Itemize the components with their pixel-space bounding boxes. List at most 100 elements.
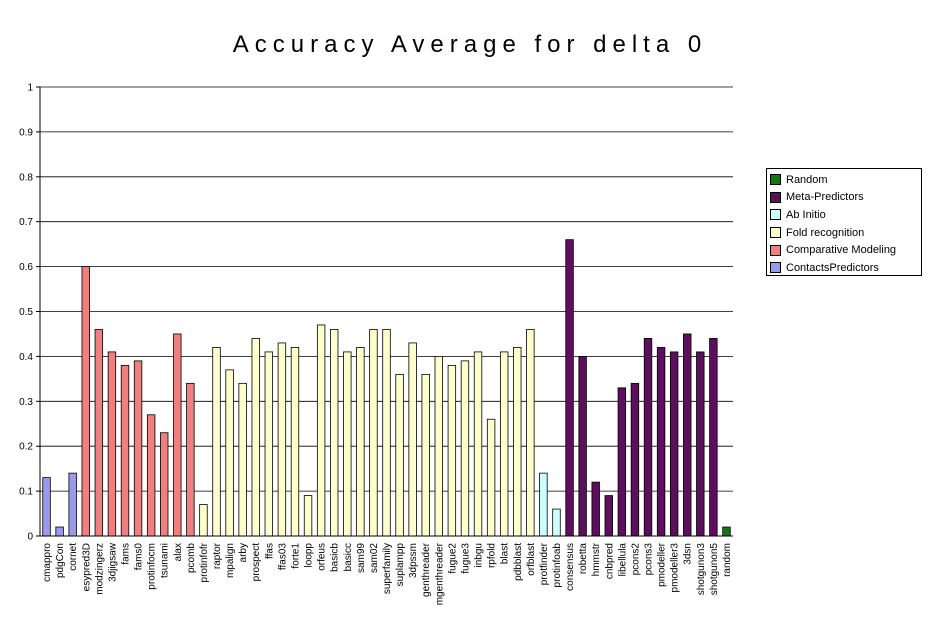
x-tick-label: hmmstr (591, 542, 602, 576)
bar-protinfoab (552, 508, 561, 537)
bar-alax (173, 333, 182, 537)
bar-superfamily (382, 329, 391, 537)
x-tick-label: forte1 (290, 543, 301, 569)
legend-item: Random (770, 171, 918, 189)
bar-fams (120, 364, 130, 537)
x-tick-label: mpalign (225, 543, 236, 578)
bar-pmodeller (656, 347, 666, 537)
y-tick-label: 0.1 (19, 487, 33, 498)
bar-shotgunon5 (709, 338, 718, 537)
y-tick-label: 0.9 (19, 127, 33, 138)
x-tick-label: inbgu (474, 543, 485, 567)
x-tick-label: loopp (304, 543, 315, 568)
legend-label: Random (786, 173, 828, 186)
gridlines (40, 86, 733, 492)
x-tick-label: orfeus (317, 543, 328, 571)
bar-libellula (617, 387, 627, 537)
bar-genthreader (421, 373, 430, 537)
x-tick-label: robetta (578, 543, 589, 575)
bar-prospect (251, 338, 260, 537)
x-tick-label: basicc (343, 543, 354, 571)
y-tick-label: 0.3 (19, 397, 33, 408)
bar-3djigsaw (107, 351, 117, 537)
x-tick-label: shotgunon5 (709, 543, 720, 596)
bar-cornet (68, 472, 77, 537)
bar-fugue3 (460, 360, 470, 537)
bar-inbgu (473, 351, 483, 537)
axes (39, 87, 733, 537)
x-tick-label: 3dpssm (408, 543, 419, 578)
x-tick-label: consensus (565, 543, 576, 591)
y-tick-label: 0.5 (19, 307, 33, 318)
x-tick-label: pcons3 (644, 543, 655, 576)
chart-title: Accuracy Average for delta 0 (233, 31, 707, 58)
x-tick-label: sam02 (369, 543, 380, 573)
x-tick-label: tsunami (160, 543, 171, 578)
x-tick-label: modzingerz (94, 543, 105, 595)
x-tick-label: alax (173, 543, 184, 561)
bar-ffas03 (277, 342, 287, 537)
bar-shotgunon3 (696, 351, 705, 537)
x-tick-label: cmappro (42, 543, 53, 582)
bar-cnbpred (604, 495, 613, 537)
y-tick-label: 0.2 (19, 442, 33, 453)
x-tick-label: pmodeller3 (670, 543, 681, 593)
x-tick-label: orfblast (526, 543, 537, 576)
x-tick-label: superfamily (382, 543, 393, 594)
x-tick-label: cnbpred (604, 543, 615, 579)
y-tick-label: 1 (27, 83, 33, 94)
x-tick-label: cornet (68, 543, 79, 571)
bar-rpfold (486, 418, 496, 537)
legend-label: Comparative Modeling (786, 244, 897, 257)
bar-protinfocm (146, 414, 156, 537)
x-tick-label: rpfold (487, 543, 498, 568)
bar-suplampp (395, 373, 404, 537)
x-tick-label: esypred3D (81, 543, 92, 591)
y-tick-label: 0.8 (19, 172, 33, 183)
x-tick-label: pmodeller (657, 542, 668, 587)
legend-item: Meta-Predictors (770, 189, 918, 207)
legend-swatch (770, 191, 781, 203)
x-tick-label: protinfofr (199, 542, 210, 582)
x-tick-label: suplampp (395, 543, 406, 587)
x-tick-label: libellula (617, 543, 628, 577)
x-tick-label: pdbblast (513, 543, 524, 581)
legend-item: Ab Initio (770, 206, 918, 224)
bar-3dsn (683, 333, 692, 537)
bar-forte1 (290, 347, 300, 537)
bar-hmmstr (591, 481, 600, 537)
x-tick-label: fugue3 (460, 543, 471, 574)
legend-label: Ab Initio (786, 208, 826, 221)
y-tick-label: 0.6 (19, 262, 33, 273)
bar-mpalign (225, 369, 234, 537)
bar-sam99 (356, 347, 365, 537)
x-axis-labels: cmappro pdgCon cornet esypred3D modzingerz 3d… (42, 542, 733, 605)
bar-consensus (565, 239, 574, 537)
bar-protinfofr (199, 504, 208, 537)
y-tick-label: 0.7 (19, 217, 33, 228)
x-tick-label: protfinder (539, 542, 550, 585)
bar-basicc (343, 351, 352, 537)
legend-label: Meta-Predictors (786, 191, 864, 204)
legend-item: Fold recognition (770, 224, 918, 242)
y-tick-label: 0 (27, 532, 33, 543)
legend-label: ContactsPredictors (786, 261, 879, 274)
bar-fams0 (133, 360, 143, 537)
bar-basicb (330, 329, 339, 537)
bars (42, 239, 731, 537)
bar-cmappro (42, 477, 51, 537)
x-tick-label: raptor (212, 542, 223, 569)
x-tick-label: mgenthreader (434, 542, 445, 605)
bar-random (722, 526, 731, 537)
bar-esypred3D (81, 266, 90, 537)
bar-pmodeller3 (669, 351, 679, 537)
bar-robetta (578, 355, 587, 537)
x-tick-label: prospect (251, 543, 262, 582)
bar-tsunami (160, 432, 169, 537)
bar-pcomb (186, 382, 195, 537)
x-tick-label: arby (238, 543, 249, 562)
legend-swatch (770, 209, 781, 221)
x-tick-label: sam99 (356, 543, 367, 573)
x-tick-label: ffas (264, 543, 275, 559)
x-tick-label: pdgCon (55, 543, 66, 578)
